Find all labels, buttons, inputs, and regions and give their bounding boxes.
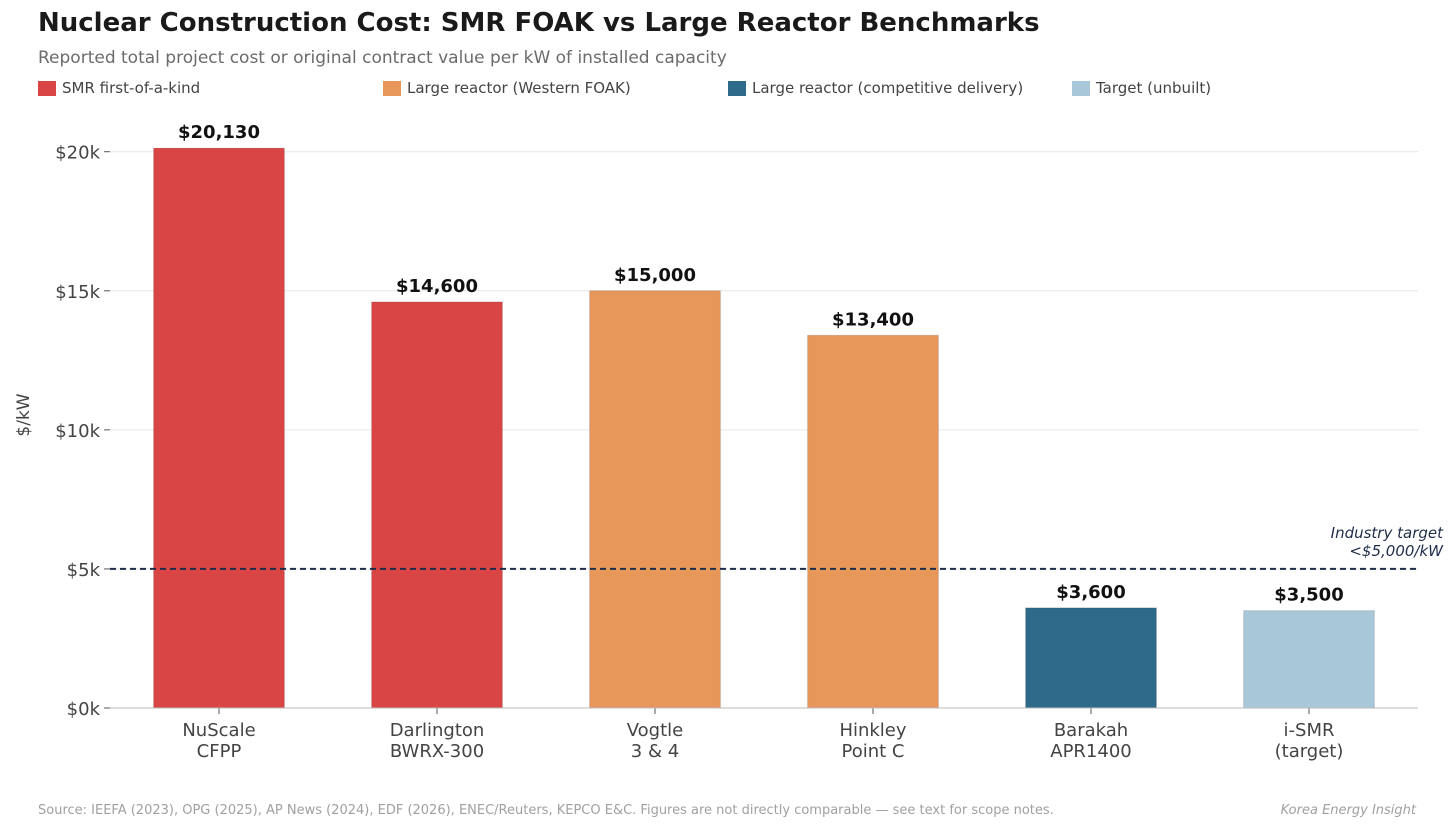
legend-swatch [1072, 80, 1090, 96]
bar [807, 334, 939, 709]
bar-value-label: $13,400 [832, 309, 914, 330]
chart-subtitle: Reported total project cost or original … [38, 48, 727, 68]
x-tick-label: Point C [842, 741, 905, 762]
y-tick-label: $20k [55, 143, 100, 164]
x-tick-label: i-SMR [1284, 720, 1335, 741]
x-tick-label: 3 & 4 [631, 741, 679, 762]
bar-value-label: $20,130 [178, 122, 260, 143]
legend-label: SMR first-of-a-kind [62, 79, 201, 97]
bar [153, 147, 285, 709]
x-tick-label: Barakah [1054, 720, 1128, 741]
legend-item-competitive-delivery: Large reactor (competitive delivery) [728, 79, 1023, 97]
chart-title: Nuclear Construction Cost: SMR FOAK vs L… [38, 8, 1040, 38]
legend-item-western-foak: Large reactor (Western FOAK) [383, 79, 631, 97]
reference-line-label: <$5,000/kW [1349, 542, 1444, 560]
legend-swatch [728, 80, 746, 96]
y-tick-label: $10k [55, 421, 100, 442]
brand-label: Korea Energy Insight [1280, 803, 1416, 818]
y-tick-label: $15k [55, 282, 100, 303]
x-tick-label: BWRX-300 [390, 741, 484, 762]
y-tick-label: $0k [67, 699, 101, 720]
x-tick-label: (target) [1275, 741, 1344, 762]
legend: SMR first-of-a-kind Large reactor (Weste… [0, 79, 1456, 99]
source-note: Source: IEEFA (2023), OPG (2025), AP New… [38, 803, 1054, 818]
x-tick-label: Vogtle [627, 720, 684, 741]
bar [1243, 610, 1375, 709]
x-tick-label: NuScale [182, 720, 255, 741]
bar-value-label: $15,000 [614, 265, 696, 286]
y-tick-label: $5k [67, 560, 101, 581]
x-tick-label: APR1400 [1050, 741, 1131, 762]
bar [1025, 607, 1157, 709]
y-axis-label: $/kW [14, 393, 34, 436]
bar-value-label: $14,600 [396, 276, 478, 297]
legend-item-smr-foak: SMR first-of-a-kind [38, 79, 200, 97]
bar [371, 301, 503, 709]
x-tick-label: Darlington [390, 720, 485, 741]
legend-item-target: Target (unbuilt) [1072, 79, 1211, 97]
bar-value-label: $3,500 [1274, 585, 1343, 606]
x-tick-label: Hinkley [839, 720, 906, 741]
reference-line-label: Industry target [1331, 524, 1444, 542]
legend-swatch [383, 80, 401, 96]
bar [589, 290, 721, 709]
bar-value-label: $3,600 [1056, 582, 1125, 603]
legend-label: Large reactor (Western FOAK) [407, 79, 631, 97]
legend-label: Large reactor (competitive delivery) [752, 79, 1024, 97]
x-tick-label: CFPP [197, 741, 242, 762]
legend-swatch [38, 80, 56, 96]
legend-label: Target (unbuilt) [1096, 79, 1212, 97]
